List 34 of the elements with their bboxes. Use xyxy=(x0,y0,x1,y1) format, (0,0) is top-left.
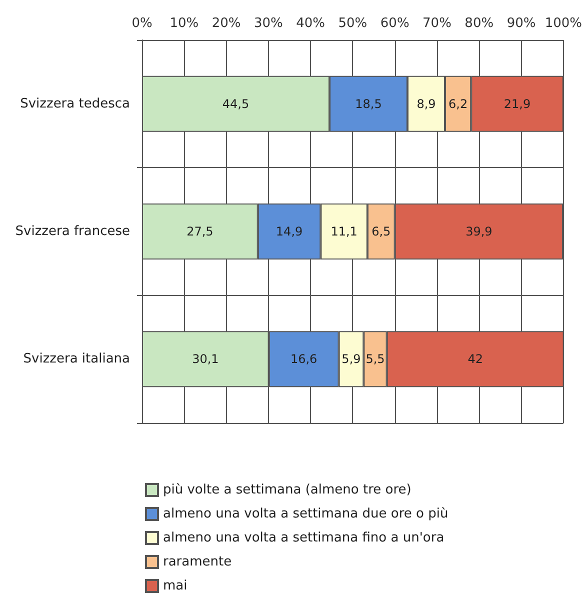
data-label: 27,5 xyxy=(186,224,214,238)
data-label: 5,9 xyxy=(342,352,361,366)
data-label: 21,9 xyxy=(504,96,531,111)
y-tick-label: Svizzera francese xyxy=(15,224,130,239)
legend-label: raramente xyxy=(163,554,232,570)
x-tick-label: 80% xyxy=(464,16,494,31)
legend-label: più volte a settimana (almeno tre ore) xyxy=(163,482,412,498)
data-label: 6,2 xyxy=(448,96,468,111)
data-label: 11,1 xyxy=(330,224,358,238)
data-label: 8,9 xyxy=(416,96,436,111)
legend-label: mai xyxy=(163,578,188,594)
y-tick-label: Svizzera italiana xyxy=(23,352,130,367)
x-tick-label: 0% xyxy=(132,16,152,31)
x-tick-label: 20% xyxy=(212,16,241,31)
y-tick-label: Svizzera tedesca xyxy=(20,96,130,112)
x-tick-label: 90% xyxy=(506,16,536,31)
data-label: 39,9 xyxy=(466,224,492,238)
data-label: 5,5 xyxy=(366,352,385,366)
x-tick-label: 40% xyxy=(296,16,326,31)
legend-label: almeno una volta a settimana due ore o più xyxy=(163,506,448,522)
x-tick-label: 100% xyxy=(544,16,582,31)
data-label: 6,5 xyxy=(372,224,391,238)
data-label: 42 xyxy=(468,352,483,366)
data-label: 14,9 xyxy=(276,224,303,238)
x-tick-label: 50% xyxy=(338,16,368,31)
x-tick-label: 10% xyxy=(170,16,199,31)
legend-label: almeno una volta a settimana fino a un'ora xyxy=(163,530,444,546)
x-tick-label: 30% xyxy=(254,16,283,31)
data-label: 44,5 xyxy=(222,96,250,111)
data-label: 30,1 xyxy=(192,352,219,366)
data-label: 18,5 xyxy=(355,96,382,111)
data-label: 16,6 xyxy=(290,352,318,366)
x-tick-label: 70% xyxy=(422,16,452,31)
x-tick-label: 60% xyxy=(380,16,410,31)
